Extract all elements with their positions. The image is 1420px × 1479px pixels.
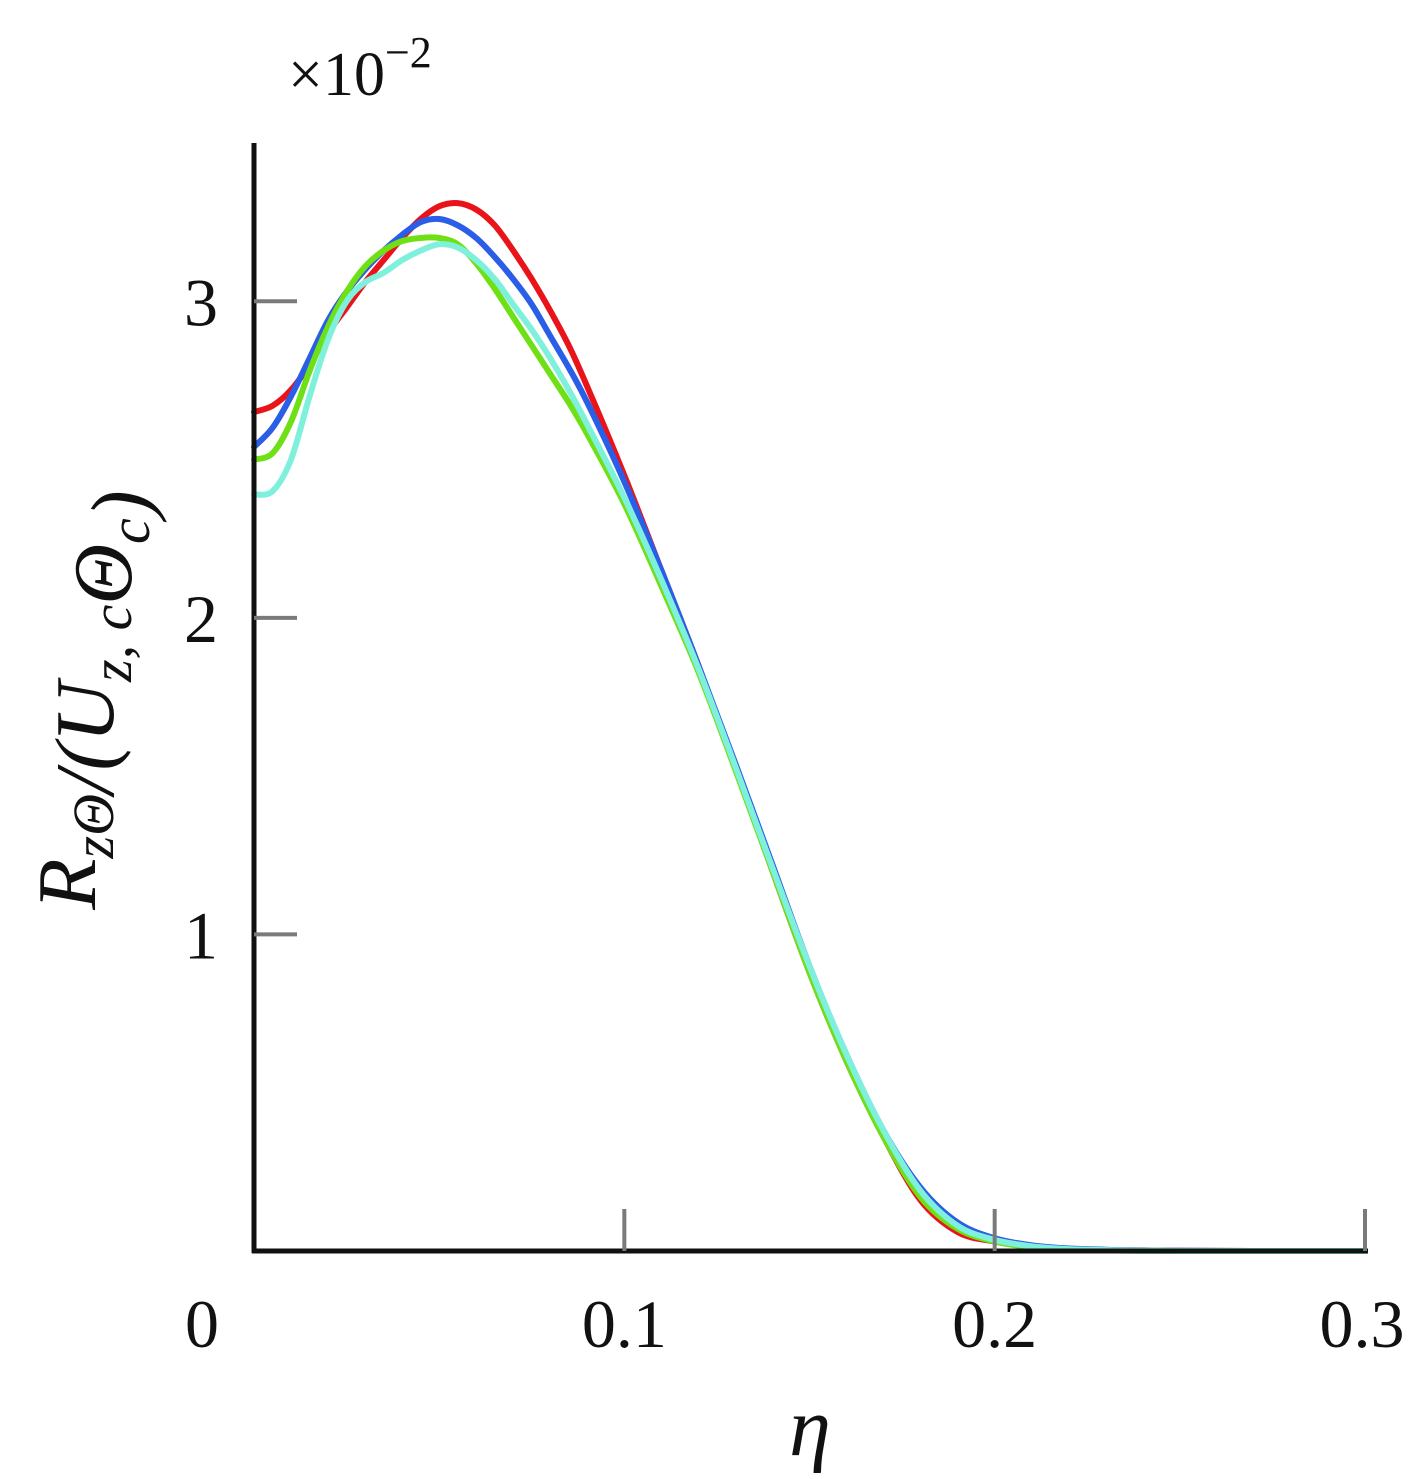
y-axis-title-text: Θ <box>57 544 150 605</box>
series-layer <box>251 199 1368 1255</box>
x-tick-label: 0.1 <box>582 1286 667 1362</box>
x-tick-label: 0 <box>185 1286 219 1362</box>
y-multiplier-label: ×10−2 <box>288 28 432 109</box>
series-line-2 <box>251 215 1368 1255</box>
y-multiplier-exponent: −2 <box>385 28 432 77</box>
y-tick-label: 2 <box>184 581 218 657</box>
x-tick-label: 0.2 <box>952 1286 1037 1362</box>
x-axis-title: η <box>789 1381 831 1474</box>
y-axis-title-subscript: zΘ <box>61 794 126 859</box>
y-axis-title-text: ) <box>75 490 168 522</box>
y-ticks: 1 2 3 <box>184 264 297 973</box>
y-tick-label: 3 <box>184 264 218 340</box>
y-axis-title-subscript: z, c <box>79 604 144 683</box>
y-axis-title: RzΘ/(Uz, cΘc) <box>21 490 168 911</box>
series-line-1 <box>251 199 1368 1255</box>
series-line-4 <box>251 241 1368 1255</box>
y-tick-label: 1 <box>184 897 218 973</box>
series-line-3 <box>251 234 1368 1255</box>
x-ticks: 0 0.1 0.2 0.3 <box>185 1209 1405 1362</box>
y-axis-title-text: /(U <box>39 677 132 798</box>
x-tick-label: 0.3 <box>1320 1286 1405 1362</box>
y-axis-title-subscript: c <box>97 518 162 544</box>
y-multiplier-base: ×10 <box>288 41 385 109</box>
y-axis-title-text: R <box>21 858 114 910</box>
